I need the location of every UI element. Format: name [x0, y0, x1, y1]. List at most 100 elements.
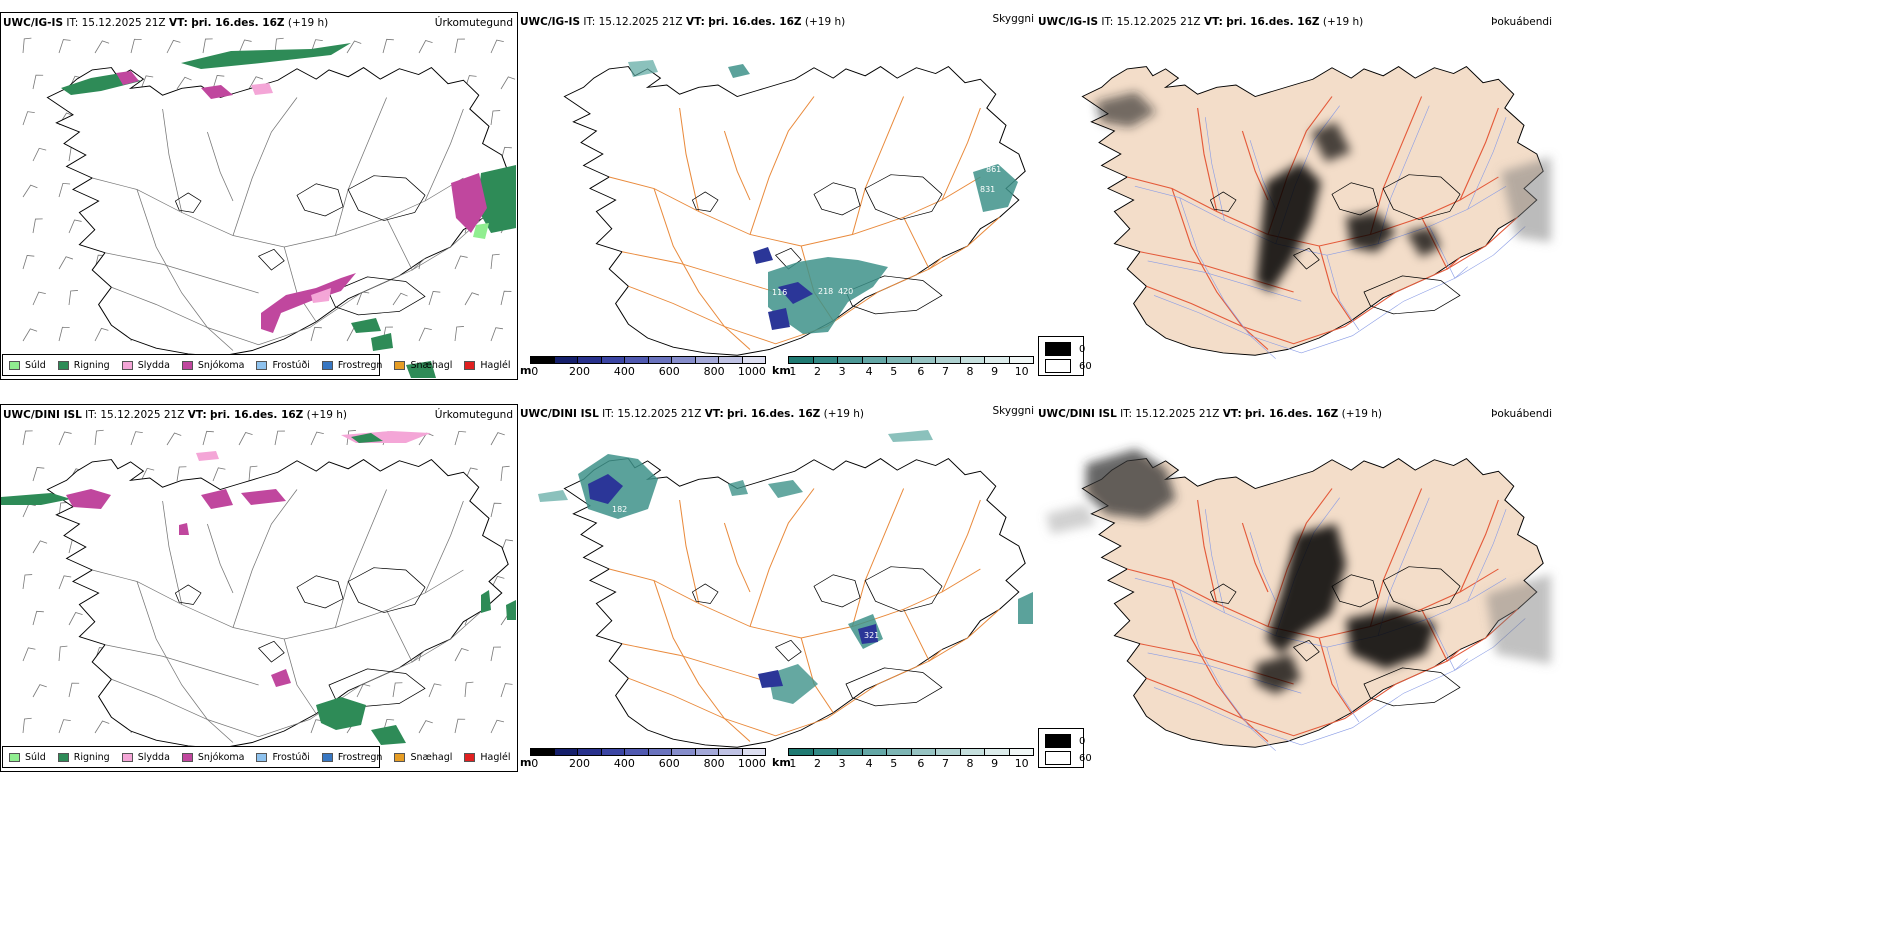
precip-type-map-panel-1: UWC/IG-IS IT: 15.12.2025 21Z VT: þri. 16…	[0, 12, 518, 380]
low-visibility-area	[768, 664, 818, 704]
tick-label: 0	[531, 365, 539, 378]
wind-barb	[454, 430, 467, 446]
low-ceiling-area	[858, 624, 878, 644]
fog-area	[1046, 504, 1096, 534]
drizzle-area	[473, 223, 489, 239]
tick-label: 0	[531, 757, 539, 770]
tick-label: 1000	[737, 757, 766, 770]
rain-area	[477, 165, 516, 233]
wind-barb	[490, 327, 504, 342]
panel-title: UWC/IG-IS IT: 15.12.2025 21Z VT: þri. 16…	[520, 16, 846, 28]
tick-label: 600	[658, 757, 680, 770]
wind-barb	[500, 290, 512, 306]
fog-area	[1096, 92, 1156, 127]
wind-barb	[274, 37, 284, 54]
legend-item: Frostregn	[321, 752, 382, 763]
wind-barb	[428, 291, 441, 306]
snow-area	[179, 523, 189, 535]
legend-item: Súld	[9, 360, 46, 371]
wind-barb	[32, 147, 47, 162]
ceiling-label: 116	[772, 288, 787, 297]
wind-barb	[166, 432, 182, 446]
wind-barb	[22, 717, 32, 734]
snow-area	[116, 71, 139, 85]
tick-label: 8	[966, 365, 974, 378]
tick-label: 200	[569, 365, 591, 378]
variable-title: Þokuábendi	[1491, 16, 1552, 28]
wind-barb	[418, 720, 433, 734]
rain-area	[351, 433, 383, 443]
ceiling-unit: m	[520, 364, 532, 377]
wind-barb	[490, 719, 505, 734]
wind-barb	[68, 219, 82, 234]
visibility-map-panel-2: UWC/DINI ISL IT: 15.12.2025 21Z VT: þri.…	[518, 404, 1036, 772]
precip-type-legend: Súld Rigning Slydda Snjókoma Frostúði Fr…	[2, 354, 511, 376]
visibility-colorbar-strip	[788, 356, 1034, 364]
wind-barb	[68, 682, 80, 698]
wind-barb	[166, 39, 181, 54]
ceiling-label: 218	[818, 287, 833, 296]
wind-barb	[500, 465, 510, 482]
tick-label: 800	[703, 757, 725, 770]
wind-barb	[32, 684, 47, 698]
snow-area	[201, 85, 233, 99]
tick-label: 5	[890, 757, 898, 770]
wind-barb	[130, 431, 143, 446]
wind-barb	[22, 255, 35, 270]
fog-area	[1266, 524, 1346, 654]
wind-barb	[58, 256, 74, 270]
legend-item: Slydda	[121, 752, 170, 763]
wind-barb	[238, 432, 253, 446]
tick-label: 7	[941, 365, 949, 378]
rain-area	[316, 697, 366, 730]
low-visibility-area	[888, 430, 933, 442]
wind-barb	[500, 683, 513, 698]
fog-index-map-panel-2: UWC/DINI ISL IT: 15.12.2025 21Z VT: þri.…	[1036, 404, 1556, 772]
iceland-visibility-map: 861 831 116 218 420	[563, 60, 1026, 356]
wind-barb	[176, 466, 187, 482]
rain-area	[506, 600, 516, 620]
tick-label: 9	[991, 757, 999, 770]
sleet-area	[196, 451, 219, 461]
ceiling-colorbar: 0 200 400 600 800 1000	[530, 356, 766, 378]
legend-item: Slydda	[121, 360, 170, 371]
wind-barb	[68, 612, 83, 626]
low-ceiling-area	[758, 670, 783, 688]
fog-area	[1256, 654, 1301, 694]
snow-area	[201, 489, 233, 509]
wind-barb	[58, 575, 72, 590]
tick-label: 2	[814, 757, 822, 770]
wind-barb	[22, 111, 35, 126]
snow-area	[261, 273, 356, 333]
tick-label: 200	[569, 757, 591, 770]
ceiling-label: 861	[986, 165, 1001, 174]
wind-barb	[58, 645, 68, 662]
tick-label: 1	[789, 757, 797, 770]
wind-barb	[490, 39, 504, 54]
low-ceiling-area	[768, 308, 790, 330]
wind-barb	[464, 292, 480, 306]
fog-area	[1346, 609, 1436, 669]
wind-barb	[212, 467, 226, 482]
rain-area	[351, 318, 381, 333]
low-visibility-area	[768, 480, 803, 498]
iceland-precip-map	[22, 37, 516, 378]
panel-title: UWC/DINI ISL IT: 15.12.2025 21Z VT: þri.…	[1038, 408, 1382, 420]
visibility-colorbar: 1 2 3 4 5 6 7 8 9 10	[788, 356, 1034, 378]
low-ceiling-area	[588, 474, 623, 504]
ceiling-unit: m	[520, 756, 532, 769]
wind-barb	[140, 467, 155, 482]
wind-barb	[392, 682, 403, 698]
tick-label: 7	[941, 757, 949, 770]
legend-item: Snjókoma	[181, 752, 244, 763]
wind-barb	[274, 430, 285, 446]
wind-barb	[212, 75, 225, 90]
fog-area	[1256, 162, 1321, 292]
wind-barb	[418, 40, 433, 54]
legend-item: Haglél	[464, 752, 511, 763]
tick-label: 400	[613, 757, 635, 770]
wind-barb	[500, 76, 516, 90]
wind-barb	[22, 328, 38, 342]
wind-barb	[248, 465, 258, 482]
wind-barb	[346, 40, 362, 54]
